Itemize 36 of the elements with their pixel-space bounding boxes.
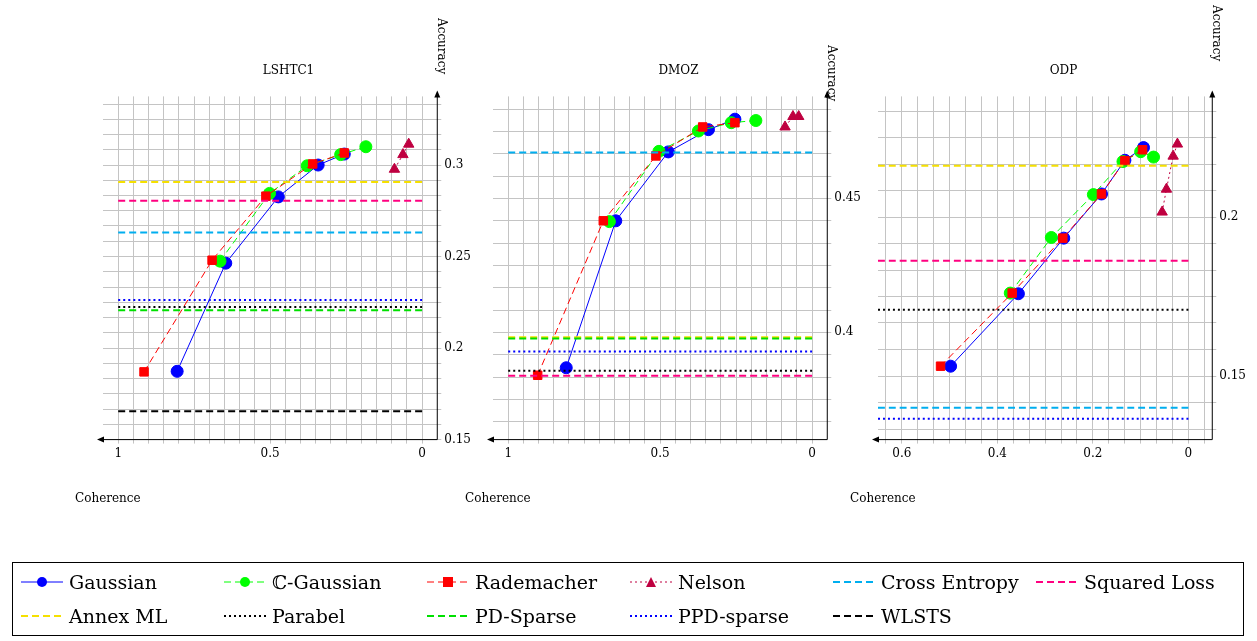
y-tick-label: 0.45 [834, 190, 861, 205]
x-tick-label: 0 [1184, 445, 1193, 460]
legend-label: Parabel [272, 605, 346, 627]
y-axis-title: Accuracy [825, 45, 839, 102]
y-tick-label: 0.3 [444, 157, 464, 172]
legend-label: Annex ML [69, 605, 168, 627]
y-tick-label: 0.25 [444, 248, 471, 263]
x-tick-label: 0.2 [1083, 445, 1103, 460]
legend-label: Gaussian [69, 571, 157, 593]
legend-label: WLSTS [881, 605, 952, 627]
legend-label: PD-Sparse [475, 605, 577, 627]
x-tick-label: 0.5 [650, 445, 670, 460]
x-axis-title: Coherence [465, 491, 531, 505]
x-axis-title: Coherence [850, 491, 916, 505]
chart-title: ODP [1049, 63, 1078, 78]
x-axis-title: Coherence [75, 491, 141, 505]
legend-label: Cross Entropy [881, 571, 1019, 593]
y-axis-title: Accuracy [435, 18, 449, 75]
y-axis-title: Accuracy [1210, 5, 1224, 62]
x-tick-label: 1 [114, 445, 123, 460]
legend-label: Rademacher [475, 571, 598, 593]
legend-label: PPD-sparse [678, 605, 789, 627]
x-tick-label: 0.6 [892, 445, 912, 460]
x-tick-label: 0 [808, 445, 816, 460]
y-tick-label: 0.15 [1219, 368, 1246, 383]
x-tick-label: 0 [418, 445, 426, 460]
legend-label: Nelson [678, 571, 746, 593]
chart-title: DMOZ [658, 63, 699, 78]
y-tick-label: 0.2 [444, 340, 464, 355]
legend-label: ℂ-Gaussian [272, 571, 382, 593]
x-tick-label: 1 [504, 445, 513, 460]
x-tick-label: 0.4 [987, 445, 1008, 460]
legend-label: Squared Loss [1084, 571, 1215, 593]
x-tick-label: 0.5 [260, 445, 280, 460]
y-tick-label: 0.15 [444, 431, 471, 446]
chart-title: LSHTC1 [262, 63, 315, 78]
